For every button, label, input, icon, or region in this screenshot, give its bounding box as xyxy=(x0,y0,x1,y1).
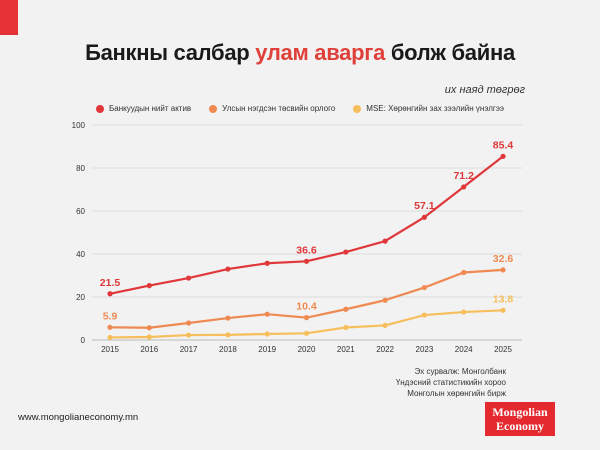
chart-title: Банкны салбар улам аварга болж байна xyxy=(0,40,600,66)
mongolian-economy-logo: Mongolian Economy xyxy=(485,402,555,436)
data-label: 13.8 xyxy=(493,293,514,305)
legend-item: MSE: Хөрөнгийн зах зээлийн үнэлгээ xyxy=(353,104,504,113)
data-point xyxy=(146,283,152,289)
data-point xyxy=(186,332,192,338)
title-highlight: улам аварга xyxy=(255,40,386,65)
data-point xyxy=(107,324,113,330)
corner-accent xyxy=(0,0,18,35)
y-tick-label: 60 xyxy=(76,207,85,216)
data-point xyxy=(461,184,467,190)
data-point xyxy=(461,309,467,315)
data-point xyxy=(186,275,192,281)
data-point xyxy=(343,249,349,255)
logo-line: Economy xyxy=(496,419,544,433)
x-tick-label: 2021 xyxy=(337,345,355,354)
x-tick-label: 2024 xyxy=(455,345,473,354)
data-point xyxy=(421,214,427,220)
data-point xyxy=(264,331,270,337)
data-label: 85.4 xyxy=(493,139,514,151)
data-point xyxy=(225,332,231,338)
x-tick-label: 2023 xyxy=(416,345,434,354)
data-label: 36.6 xyxy=(296,244,317,256)
source-line: Монголын хөрөнгийн бирж xyxy=(407,389,506,398)
data-label: 57.1 xyxy=(414,200,435,212)
x-tick-label: 2016 xyxy=(140,345,158,354)
data-point xyxy=(264,311,270,317)
data-point xyxy=(500,153,506,159)
data-point xyxy=(146,325,152,331)
legend-item: Банкуудын нийт актив xyxy=(96,104,191,113)
source-note: Эх сурвалж: Монголбанк Үндэсний статисти… xyxy=(396,366,506,399)
y-tick-label: 100 xyxy=(72,121,86,130)
data-point xyxy=(382,322,388,328)
series-line xyxy=(109,155,504,295)
data-label: 71.2 xyxy=(453,170,474,182)
legend: Банкуудын нийт актив Улсын нэгдсэн төсви… xyxy=(96,104,504,113)
data-point xyxy=(303,258,310,264)
data-point xyxy=(382,297,388,303)
website-url: www.mongolianeconomy.mn xyxy=(18,412,139,423)
data-point xyxy=(225,266,231,272)
legend-label: Банкуудын нийт актив xyxy=(109,104,192,113)
data-point xyxy=(264,260,270,266)
data-point xyxy=(303,330,310,336)
x-tick-label: 2017 xyxy=(180,345,198,354)
data-point xyxy=(500,267,506,273)
logo-line: Mongolian xyxy=(492,405,548,419)
y-tick-label: 20 xyxy=(76,293,85,302)
legend-label: Улсын нэгдсэн төсвийн орлого xyxy=(222,104,336,113)
data-label: 32.6 xyxy=(493,253,514,265)
y-tick-label: 80 xyxy=(76,164,85,173)
x-tick-label: 2020 xyxy=(298,345,316,354)
data-point xyxy=(146,334,152,340)
x-tick-label: 2025 xyxy=(494,345,512,354)
data-point xyxy=(382,238,388,244)
legend-dot xyxy=(96,104,104,113)
data-point xyxy=(107,291,113,297)
data-label: 5.9 xyxy=(103,310,118,322)
data-point xyxy=(303,315,310,321)
data-point xyxy=(186,320,192,326)
unit-label: их наяд төгрөг xyxy=(444,84,525,96)
legend-dot xyxy=(353,104,362,113)
legend-dot xyxy=(209,104,218,113)
x-tick-label: 2019 xyxy=(258,345,276,354)
data-point xyxy=(421,312,427,318)
x-tick-label: 2022 xyxy=(376,345,394,354)
y-tick-label: 40 xyxy=(76,250,85,259)
data-point xyxy=(343,324,349,331)
title-part1: Банкны салбар xyxy=(85,40,256,65)
data-point xyxy=(421,284,427,291)
data-point xyxy=(107,334,113,341)
legend-item: Улсын нэгдсэн төсвийн орлого xyxy=(209,104,335,113)
x-tick-label: 2018 xyxy=(219,345,237,354)
data-label: 10.4 xyxy=(296,301,317,313)
data-point xyxy=(461,269,467,276)
y-tick-label: 0 xyxy=(81,336,86,345)
source-line: Үндэсний статистикийн хороо xyxy=(395,378,506,387)
legend-label: MSE: Хөрөнгийн зах зээлийн үнэлгээ xyxy=(366,104,504,113)
title-part2: болж байна xyxy=(385,40,515,65)
source-line: Эх сурвалж: Монголбанк xyxy=(414,367,506,376)
data-point xyxy=(343,306,349,312)
data-point xyxy=(225,315,231,321)
data-label: 21.5 xyxy=(100,277,121,289)
data-point xyxy=(500,307,506,313)
x-tick-label: 2015 xyxy=(101,345,119,354)
